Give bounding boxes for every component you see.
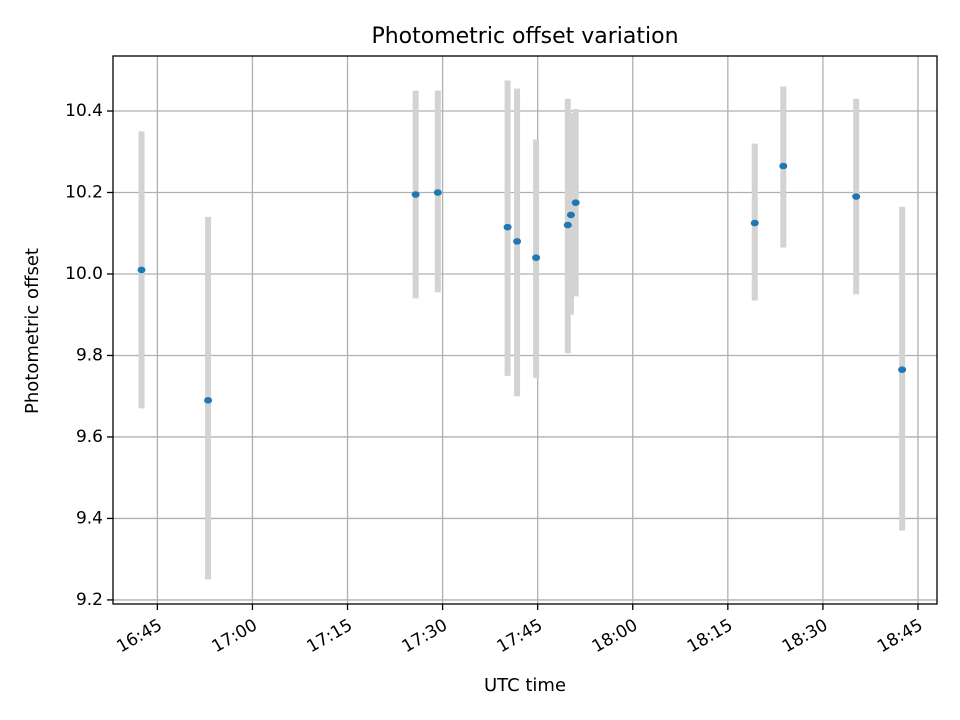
data-point (779, 162, 788, 170)
data-point (411, 191, 420, 198)
data-point (750, 219, 759, 227)
y-tick-label: 10.4 (65, 101, 103, 121)
x-axis-label: UTC time (484, 675, 566, 696)
y-tick-label: 9.2 (76, 590, 103, 610)
data-point (503, 223, 512, 231)
data-point (566, 211, 575, 219)
data-point (532, 254, 541, 261)
data-point (852, 193, 861, 200)
data-point (433, 189, 442, 196)
grid (113, 56, 937, 604)
y-tick-label: 10.2 (65, 182, 103, 202)
data-point (513, 238, 522, 245)
data-point (563, 221, 572, 229)
data-point (571, 199, 580, 206)
data-point (898, 366, 907, 374)
y-axis-label: Photometric offset (22, 248, 43, 414)
y-tick-label: 9.6 (76, 427, 103, 447)
data-point (204, 396, 213, 404)
y-axis-ticks: 9.2 9.4 9.6 9.8 10.0 10.2 10.4 (65, 101, 113, 610)
y-tick-label: 9.8 (76, 345, 103, 365)
y-tick-label: 9.4 (76, 508, 103, 528)
data-points (137, 162, 907, 404)
data-point (137, 266, 146, 274)
plot-frame (112, 55, 938, 605)
chart-title: Photometric offset variation (371, 24, 678, 49)
y-tick-label: 10.0 (65, 264, 103, 284)
